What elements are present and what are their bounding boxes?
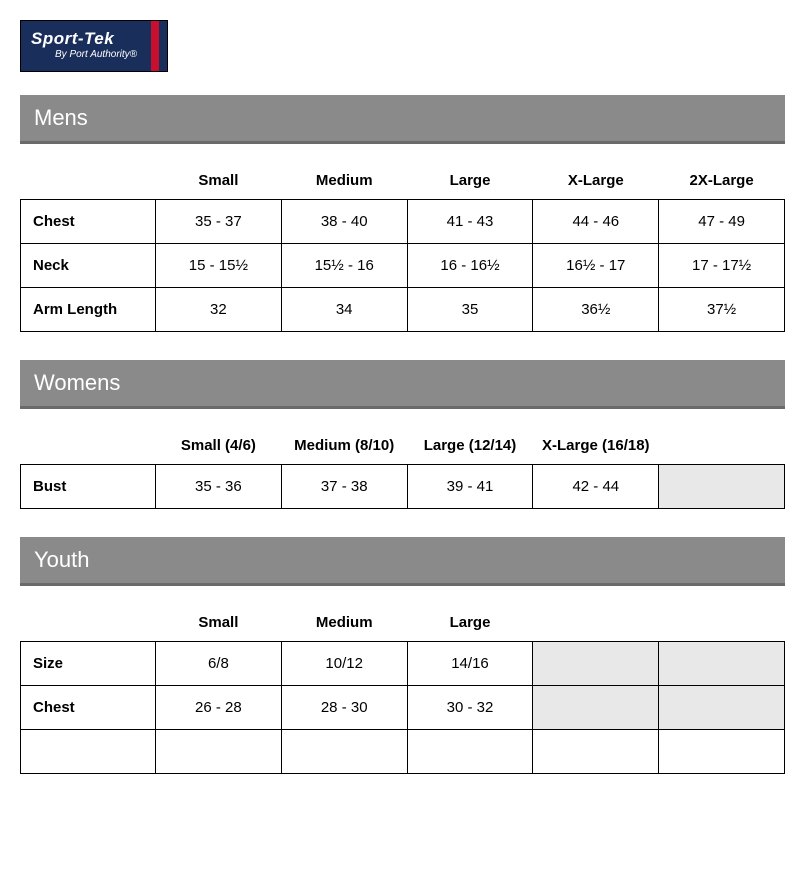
column-header: Medium	[281, 606, 407, 642]
column-header: Large	[407, 164, 533, 200]
size-cell: 34	[281, 288, 407, 332]
table-row: Neck15 - 15½15½ - 1616 - 16½16½ - 1717 -…	[21, 244, 785, 288]
size-cell: 35 - 37	[156, 200, 282, 244]
size-cell: 37½	[659, 288, 785, 332]
column-header	[659, 606, 785, 642]
table-row: Chest26 - 2828 - 3030 - 32	[21, 686, 785, 730]
size-cell: 47 - 49	[659, 200, 785, 244]
size-cell: 32	[156, 288, 282, 332]
column-header: Large (12/14)	[407, 429, 533, 465]
size-cell: 6/8	[156, 642, 282, 686]
column-header: Large	[407, 606, 533, 642]
section-header: Mens	[20, 95, 785, 144]
empty-cell	[281, 730, 407, 774]
column-header: Small (4/6)	[156, 429, 282, 465]
size-cell: 10/12	[281, 642, 407, 686]
row-label: Chest	[21, 686, 156, 730]
column-header: X-Large (16/18)	[533, 429, 659, 465]
table-row	[21, 730, 785, 774]
row-label: Arm Length	[21, 288, 156, 332]
size-cell: 39 - 41	[407, 465, 533, 509]
size-cell: 16½ - 17	[533, 244, 659, 288]
column-header: Medium	[281, 164, 407, 200]
logo-line2: By Port Authority®	[55, 49, 137, 60]
table-row: Bust35 - 3637 - 3839 - 4142 - 44	[21, 465, 785, 509]
empty-cell	[659, 465, 785, 509]
table-row: Arm Length32343536½37½	[21, 288, 785, 332]
column-header: 2X-Large	[659, 164, 785, 200]
column-header	[659, 429, 785, 465]
row-label: Neck	[21, 244, 156, 288]
size-cell: 38 - 40	[281, 200, 407, 244]
sizing-table: SmallMediumLargeSize6/810/1214/16Chest26…	[20, 606, 785, 774]
size-cell: 41 - 43	[407, 200, 533, 244]
size-cell: 15 - 15½	[156, 244, 282, 288]
table-corner	[21, 429, 156, 465]
size-cell: 42 - 44	[533, 465, 659, 509]
size-cell: 16 - 16½	[407, 244, 533, 288]
section-header: Youth	[20, 537, 785, 586]
table-row: Chest35 - 3738 - 4041 - 4344 - 4647 - 49	[21, 200, 785, 244]
empty-cell	[659, 730, 785, 774]
column-header	[533, 606, 659, 642]
size-cell: 35 - 36	[156, 465, 282, 509]
size-cell: 17 - 17½	[659, 244, 785, 288]
size-cell: 15½ - 16	[281, 244, 407, 288]
size-cell: 26 - 28	[156, 686, 282, 730]
size-cell: 14/16	[407, 642, 533, 686]
table-corner	[21, 164, 156, 200]
row-label	[21, 730, 156, 774]
sizing-table: SmallMediumLargeX-Large2X-LargeChest35 -…	[20, 164, 785, 332]
size-chart-container: MensSmallMediumLargeX-Large2X-LargeChest…	[20, 95, 785, 774]
table-row: Size6/810/1214/16	[21, 642, 785, 686]
size-cell: 44 - 46	[533, 200, 659, 244]
empty-cell	[659, 686, 785, 730]
column-header: Small	[156, 606, 282, 642]
size-cell: 36½	[533, 288, 659, 332]
table-corner	[21, 606, 156, 642]
size-cell: 28 - 30	[281, 686, 407, 730]
empty-cell	[533, 686, 659, 730]
empty-cell	[156, 730, 282, 774]
row-label: Bust	[21, 465, 156, 509]
logo-stripe	[151, 21, 159, 71]
size-cell: 30 - 32	[407, 686, 533, 730]
empty-cell	[407, 730, 533, 774]
empty-cell	[533, 730, 659, 774]
empty-cell	[533, 642, 659, 686]
size-cell: 35	[407, 288, 533, 332]
column-header: Medium (8/10)	[281, 429, 407, 465]
sizing-table: Small (4/6)Medium (8/10)Large (12/14)X-L…	[20, 429, 785, 509]
column-header: X-Large	[533, 164, 659, 200]
section-header: Womens	[20, 360, 785, 409]
column-header: Small	[156, 164, 282, 200]
brand-logo: Sport-Tek By Port Authority®	[20, 20, 168, 72]
row-label: Size	[21, 642, 156, 686]
logo-line1: Sport-Tek	[31, 29, 114, 49]
size-cell: 37 - 38	[281, 465, 407, 509]
row-label: Chest	[21, 200, 156, 244]
empty-cell	[659, 642, 785, 686]
